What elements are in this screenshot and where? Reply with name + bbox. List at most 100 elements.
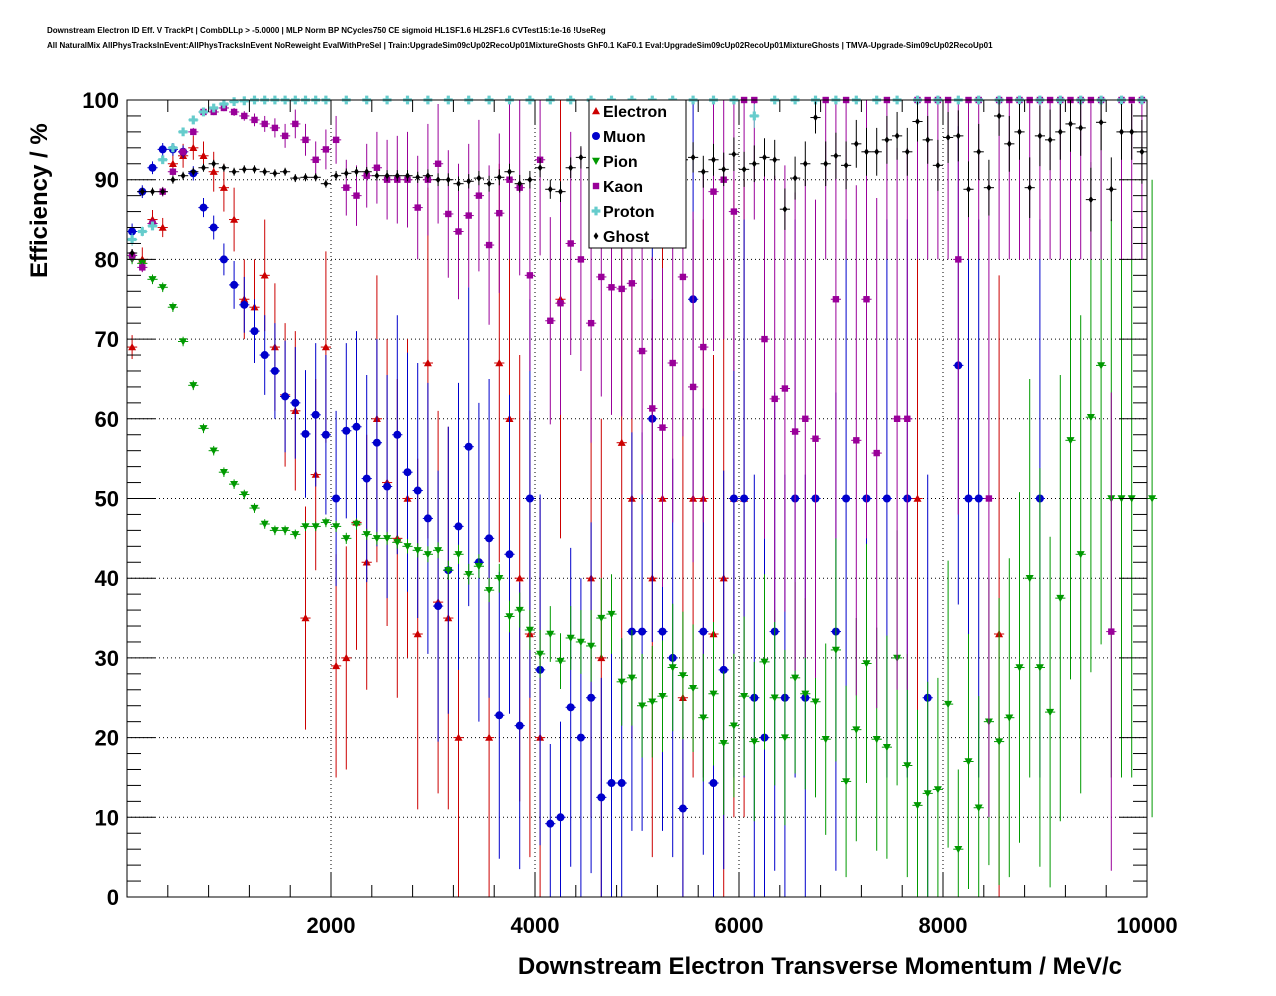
data-point (638, 702, 647, 710)
legend-entry-muon: Muon (592, 129, 646, 146)
data-point (546, 630, 555, 638)
data-point (974, 494, 983, 503)
data-point (221, 164, 227, 172)
data-point (658, 692, 667, 701)
data-point (1066, 437, 1075, 445)
data-point (423, 359, 432, 367)
data-point (1108, 628, 1115, 635)
data-point (343, 169, 349, 177)
data-point (292, 174, 298, 182)
legend-label: Muon (603, 129, 646, 146)
data-point (945, 133, 951, 142)
data-point (576, 733, 585, 742)
data-point (802, 415, 809, 422)
data-point (230, 108, 238, 116)
data-point (1037, 132, 1043, 140)
data-point (342, 535, 351, 543)
data-point (955, 256, 962, 263)
data-point (128, 343, 137, 351)
data-point (1078, 124, 1084, 132)
data-point (445, 210, 452, 218)
data-point (894, 132, 900, 140)
legend-entry-pion: Pion (592, 154, 638, 171)
data-point (556, 813, 565, 822)
data-point (719, 739, 728, 748)
data-point (1097, 362, 1106, 370)
data-point (239, 96, 249, 106)
data-point (362, 531, 371, 539)
data-point (179, 148, 187, 156)
data-point (313, 173, 319, 181)
data-point (658, 627, 667, 636)
data-point (913, 802, 922, 810)
data-point (964, 758, 973, 766)
legend-marker (591, 206, 601, 216)
data-point (1035, 664, 1044, 672)
data-point (219, 99, 229, 109)
data-point (648, 698, 657, 706)
y-tick-label: 10 (95, 805, 119, 830)
data-point (760, 658, 769, 666)
data-point (1068, 120, 1073, 128)
data-point (515, 574, 524, 582)
data-point (466, 177, 472, 185)
data-point (690, 153, 696, 161)
data-point (302, 136, 309, 144)
data-point (517, 180, 523, 188)
data-point (434, 160, 442, 167)
data-point (791, 428, 799, 435)
data-point (833, 152, 839, 160)
data-point (578, 153, 584, 161)
data-point (189, 143, 198, 152)
data-point (321, 519, 330, 527)
data-point (985, 495, 993, 502)
data-point (627, 674, 636, 682)
data-point (832, 296, 840, 303)
data-point (230, 480, 239, 489)
data-point (566, 634, 575, 642)
data-point (505, 613, 514, 621)
data-point (383, 535, 392, 543)
data-point (312, 156, 319, 163)
data-point (485, 733, 494, 741)
data-point (842, 778, 851, 786)
data-point (597, 614, 606, 623)
data-point (252, 165, 257, 173)
data-point (372, 535, 381, 543)
data-point (771, 395, 778, 403)
data-point (678, 672, 687, 680)
data-point (201, 164, 206, 172)
data-point (1129, 128, 1135, 136)
data-point (761, 335, 768, 343)
data-point (333, 172, 339, 180)
chart-title-line-2: All NaturalMix AllPhysTracksInEvent:AllP… (47, 41, 993, 50)
data-point (678, 804, 687, 813)
data-point (617, 779, 626, 788)
data-point (199, 151, 208, 159)
data-point (199, 203, 208, 212)
data-point (199, 425, 208, 433)
data-point (464, 442, 473, 451)
data-point (525, 494, 534, 503)
data-point (730, 208, 738, 215)
data-point (362, 474, 371, 483)
data-point (403, 543, 412, 551)
data-point (882, 743, 891, 752)
data-point (547, 317, 554, 324)
series-muon (127, 100, 1045, 897)
data-point (587, 642, 596, 650)
data-point (719, 665, 728, 674)
data-point (913, 494, 922, 502)
data-point (150, 188, 155, 196)
data-point (179, 338, 188, 346)
data-point (291, 531, 300, 539)
legend-box (588, 99, 687, 249)
x-tick-label: 10000 (1116, 913, 1177, 938)
data-point (148, 163, 157, 172)
data-point (292, 120, 299, 128)
data-point (1006, 140, 1012, 148)
data-point (944, 700, 953, 709)
x-tick-label: 8000 (919, 913, 968, 938)
data-point (607, 779, 616, 788)
data-point (587, 319, 595, 327)
